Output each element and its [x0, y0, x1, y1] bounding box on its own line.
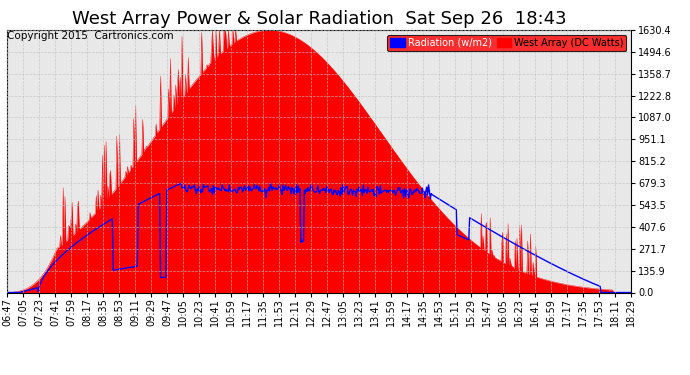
Text: Copyright 2015  Cartronics.com: Copyright 2015 Cartronics.com: [7, 32, 173, 41]
Title: West Array Power & Solar Radiation  Sat Sep 26  18:43: West Array Power & Solar Radiation Sat S…: [72, 10, 566, 28]
Legend: Radiation (w/m2), West Array (DC Watts): Radiation (w/m2), West Array (DC Watts): [387, 35, 627, 51]
